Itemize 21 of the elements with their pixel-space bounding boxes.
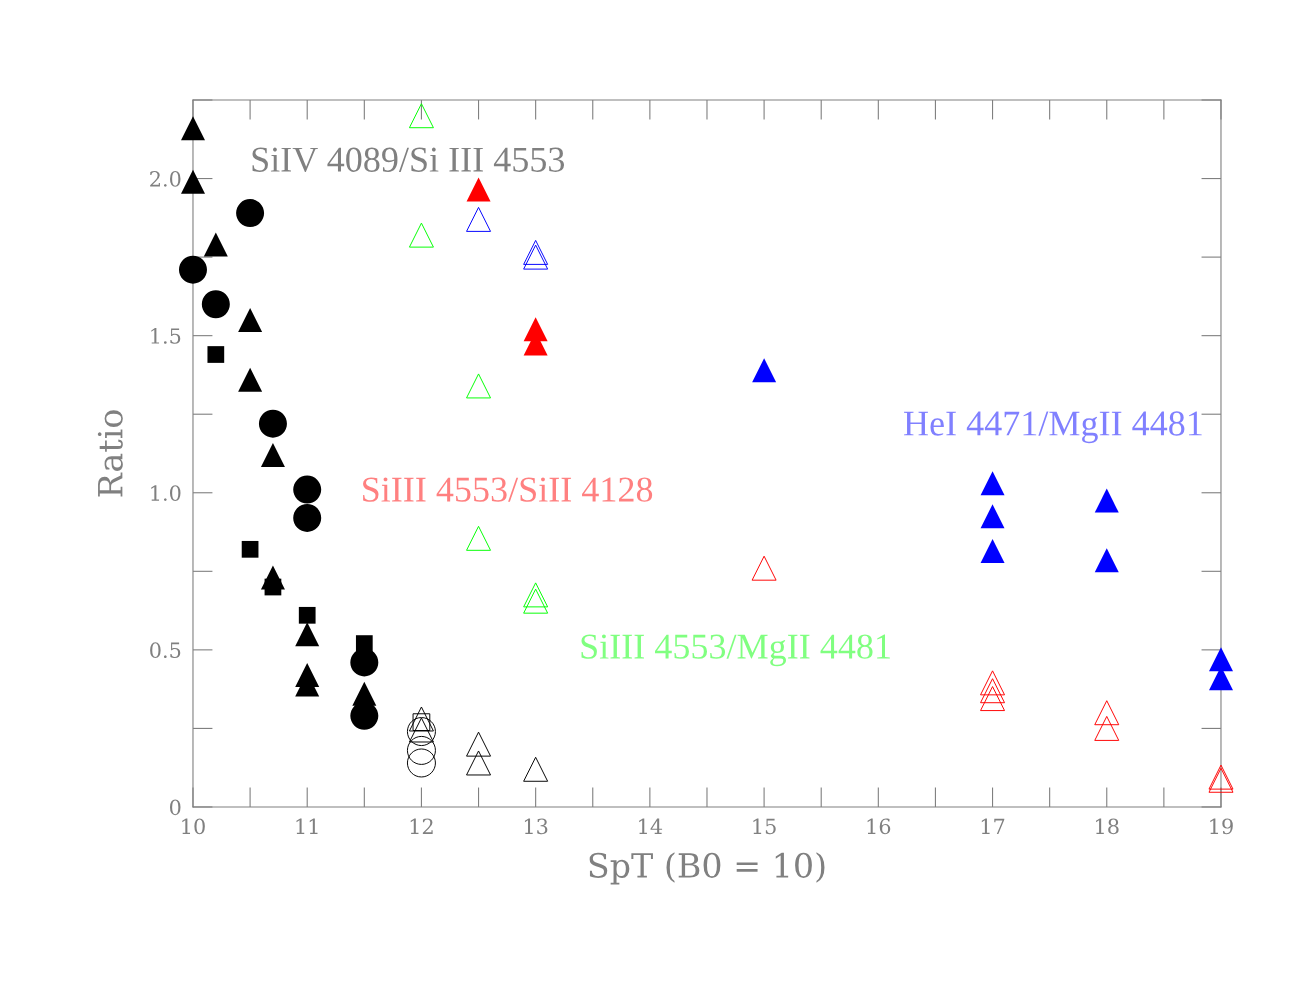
- x-tick-label: 19: [1210, 818, 1233, 835]
- x-tick-label: 10: [182, 818, 205, 835]
- y-tick-label: 0.5: [150, 642, 181, 659]
- x-tick-label: 18: [1096, 818, 1119, 835]
- x-tick-label: 16: [867, 818, 891, 835]
- x-tick-label: 12: [410, 818, 433, 834]
- y-tick-label: 0: [169, 799, 181, 816]
- x-tick-label: 17: [981, 818, 1005, 834]
- y-tick-label: 1.5: [151, 328, 181, 344]
- y-axis-title: Ratio: [97, 410, 123, 497]
- annotation: SiIV 4089/Si III 4553: [252, 147, 565, 173]
- annotation: SiIII 4553/MgII 4481: [581, 634, 890, 667]
- y-tick-label: 1.0: [151, 485, 181, 501]
- x-tick-label: 15: [753, 818, 776, 835]
- x-tick-label: 14: [639, 818, 663, 834]
- y-tick-label: 2.0: [150, 171, 181, 187]
- annotation: SiIII 4553/SiII 4128: [363, 477, 653, 502]
- x-tick-label: 13: [524, 818, 548, 835]
- x-axis-title: SpT (B0 = 10): [589, 852, 825, 885]
- annotation: HeI 4471/MgII 4481: [904, 411, 1202, 444]
- x-tick-label: 11: [296, 818, 318, 834]
